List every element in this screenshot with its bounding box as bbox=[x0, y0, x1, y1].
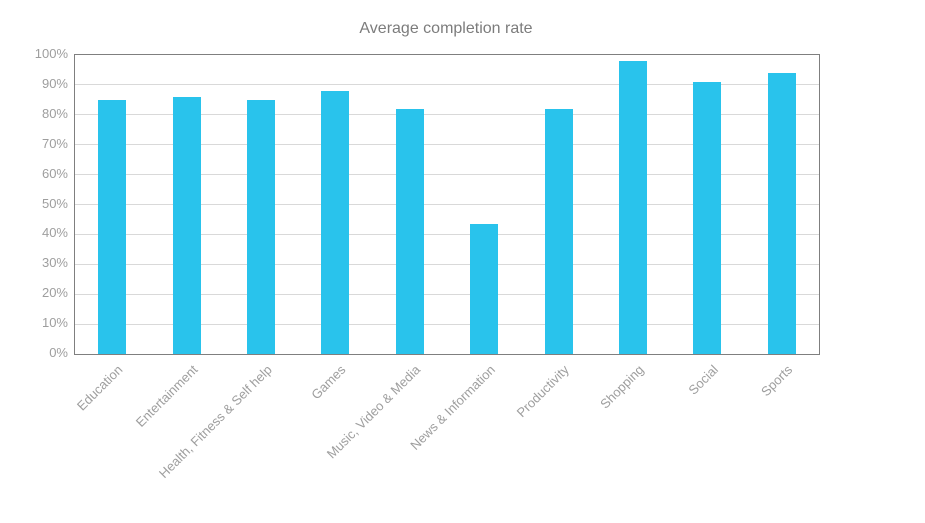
gridline bbox=[75, 114, 819, 116]
bar-shopping bbox=[619, 60, 647, 354]
bar-productivity bbox=[544, 108, 573, 354]
x-axis-category-label: Games bbox=[308, 362, 349, 403]
bar-social bbox=[693, 81, 722, 354]
gridline bbox=[75, 293, 819, 295]
x-axis-category-label: Education bbox=[74, 362, 126, 414]
y-axis-tick-label: 10% bbox=[41, 315, 68, 331]
gridline bbox=[75, 144, 819, 146]
x-axis-category-label: Productivity bbox=[514, 362, 573, 421]
y-axis-tick-label: 100% bbox=[34, 46, 68, 61]
gridline bbox=[75, 263, 819, 265]
plot-area bbox=[74, 54, 820, 355]
bar-news-information bbox=[470, 223, 499, 354]
bar-games bbox=[321, 90, 350, 354]
gridline bbox=[75, 84, 819, 86]
bar-health-fitness-self-help bbox=[247, 99, 275, 354]
bar-music-video-media bbox=[395, 108, 424, 354]
y-axis-tick-label: 20% bbox=[41, 285, 68, 301]
gridline bbox=[75, 233, 819, 235]
bar-entertainment bbox=[172, 96, 201, 354]
y-axis-tick-label: 0% bbox=[49, 345, 68, 360]
y-axis-tick-label: 50% bbox=[41, 195, 68, 211]
y-axis-tick-label: 80% bbox=[41, 105, 68, 121]
y-axis-tick-label: 60% bbox=[41, 165, 68, 181]
y-axis-tick-label: 90% bbox=[41, 75, 68, 91]
x-axis-category-label: Entertainment bbox=[132, 362, 201, 430]
y-axis-tick-label: 40% bbox=[41, 225, 68, 241]
x-axis-category-label: Social bbox=[685, 362, 721, 398]
x-axis-category-label: News & Information bbox=[406, 362, 498, 453]
gridline bbox=[75, 204, 819, 205]
gridline bbox=[75, 323, 819, 325]
gridline bbox=[75, 174, 819, 176]
y-axis-tick-label: 70% bbox=[41, 135, 68, 151]
x-axis-category-label: Sports bbox=[758, 362, 796, 400]
bar-education bbox=[98, 99, 127, 354]
bar-sports bbox=[767, 72, 796, 354]
chart-title: Average completion rate bbox=[359, 20, 533, 37]
x-axis-category-label: Shopping bbox=[597, 362, 647, 412]
y-axis-tick-label: 30% bbox=[41, 255, 68, 271]
